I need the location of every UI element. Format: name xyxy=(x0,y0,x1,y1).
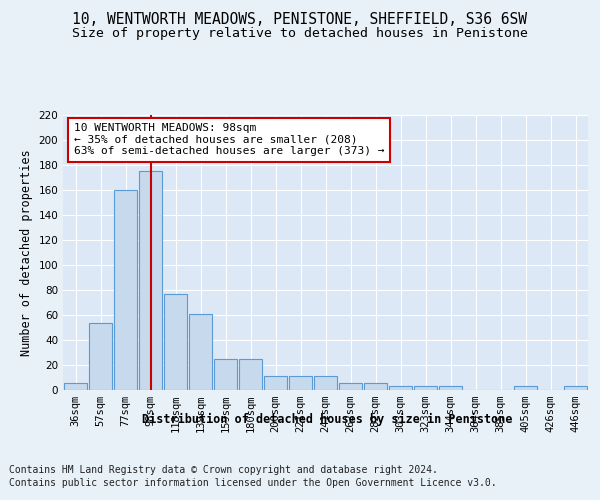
Text: Size of property relative to detached houses in Penistone: Size of property relative to detached ho… xyxy=(72,28,528,40)
Bar xyxy=(64,382,88,390)
Bar xyxy=(113,190,137,390)
Text: Contains public sector information licensed under the Open Government Licence v3: Contains public sector information licen… xyxy=(9,478,497,488)
Bar xyxy=(364,382,388,390)
Bar xyxy=(289,376,313,390)
Bar xyxy=(214,359,238,390)
Text: Distribution of detached houses by size in Penistone: Distribution of detached houses by size … xyxy=(142,412,512,426)
Bar xyxy=(563,386,587,390)
Bar xyxy=(314,376,337,390)
Bar xyxy=(89,322,112,390)
Text: Contains HM Land Registry data © Crown copyright and database right 2024.: Contains HM Land Registry data © Crown c… xyxy=(9,465,438,475)
Bar xyxy=(413,386,437,390)
Bar xyxy=(439,386,463,390)
Bar xyxy=(239,359,262,390)
Bar xyxy=(164,294,187,390)
Bar xyxy=(514,386,538,390)
Bar xyxy=(338,382,362,390)
Bar xyxy=(188,314,212,390)
Bar xyxy=(139,171,163,390)
Bar xyxy=(389,386,412,390)
Text: 10, WENTWORTH MEADOWS, PENISTONE, SHEFFIELD, S36 6SW: 10, WENTWORTH MEADOWS, PENISTONE, SHEFFI… xyxy=(73,12,527,28)
Text: 10 WENTWORTH MEADOWS: 98sqm
← 35% of detached houses are smaller (208)
63% of se: 10 WENTWORTH MEADOWS: 98sqm ← 35% of det… xyxy=(74,123,384,156)
Y-axis label: Number of detached properties: Number of detached properties xyxy=(20,149,33,356)
Bar xyxy=(263,376,287,390)
